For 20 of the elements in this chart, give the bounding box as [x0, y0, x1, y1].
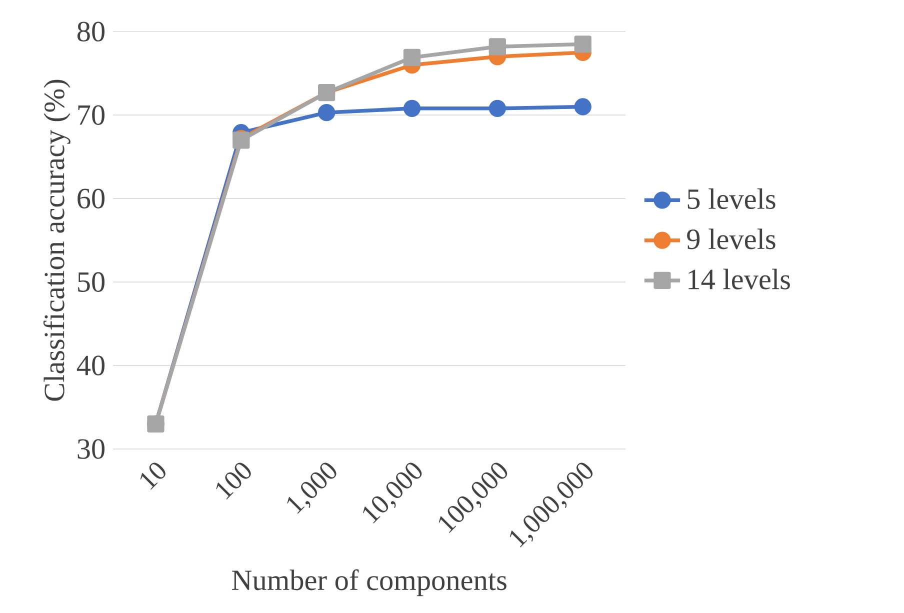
legend-label: 5 levels — [688, 188, 776, 210]
y-tick-label: 40 — [76, 356, 104, 376]
point — [574, 98, 592, 116]
x-tick-label: 100 — [216, 462, 251, 500]
x-axis-title: Number of components — [232, 569, 506, 596]
x-tick-label: 10 — [140, 462, 166, 490]
y-tick-label: 50 — [78, 272, 104, 292]
point — [318, 104, 336, 122]
point — [574, 36, 592, 53]
point — [403, 100, 421, 118]
y-tick-label: 30 — [78, 439, 104, 460]
y-tick-label: 60 — [78, 188, 104, 209]
legend-label: 14 levels — [688, 268, 790, 290]
y-axis-title: Classification accuracy (%) — [43, 80, 70, 402]
y-tick-label: 80 — [77, 22, 104, 42]
point — [488, 38, 506, 56]
point — [403, 49, 421, 66]
y-tick-label: 70 — [78, 105, 104, 126]
legend-label: 9 levels — [687, 228, 776, 250]
point — [488, 100, 506, 118]
